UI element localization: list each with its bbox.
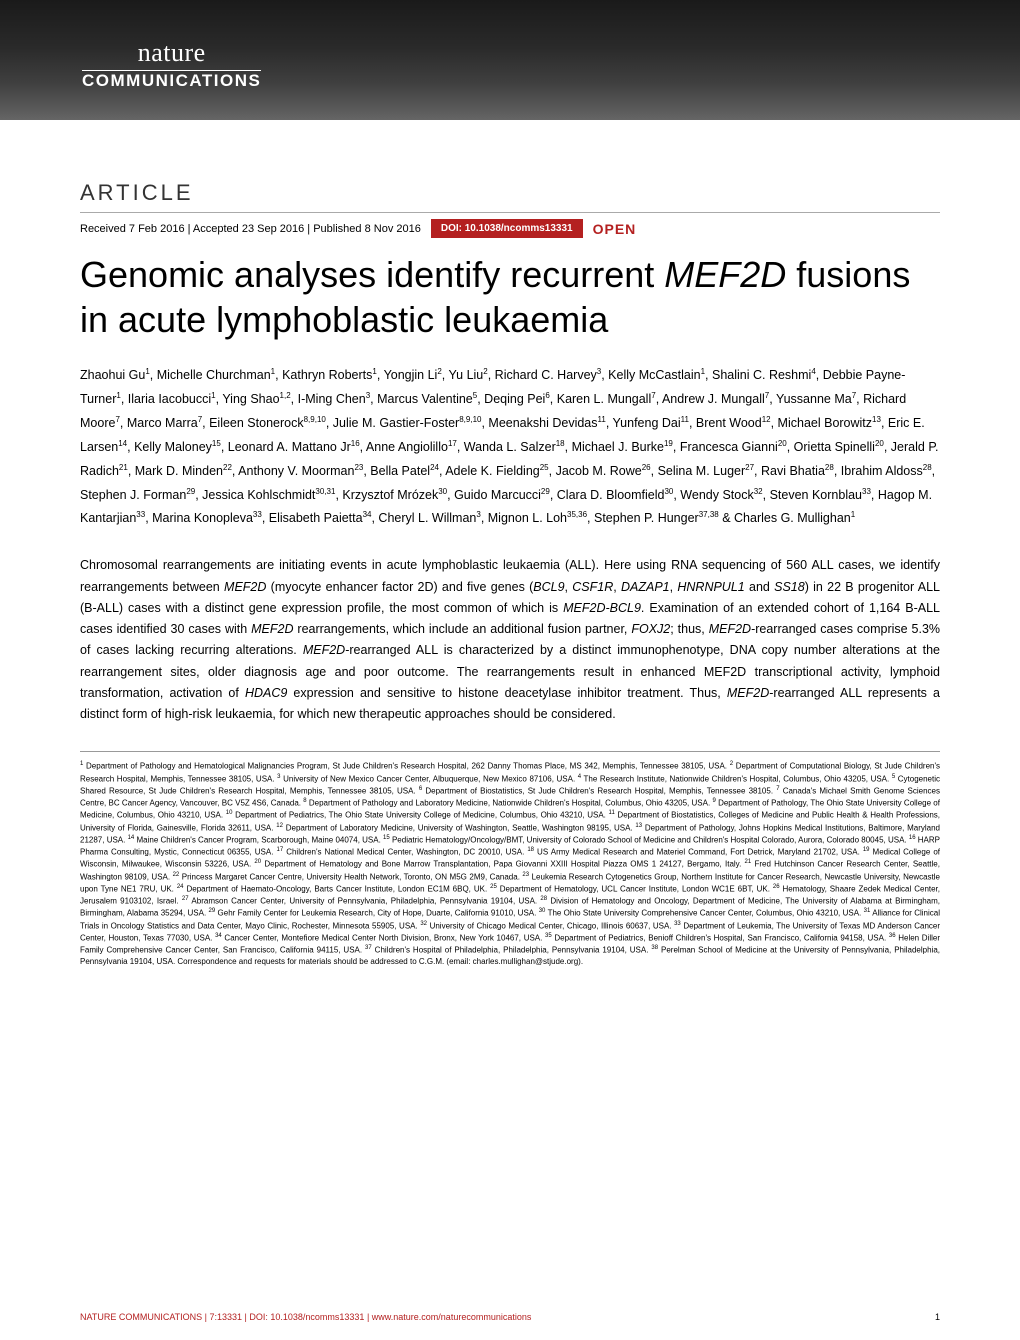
page-number: 1 [935,1312,940,1322]
abstract: Chromosomal rearrangements are initiatin… [80,555,940,725]
title-gene-name: MEF2D [664,254,786,295]
logo-nature: nature [82,38,261,71]
author-affiliations: 1 Department of Pathology and Hematologi… [80,760,940,968]
publication-dates: Received 7 Feb 2016 | Accepted 23 Sep 20… [80,223,421,235]
article-title: Genomic analyses identify recurrent MEF2… [80,252,940,342]
title-text-pre: Genomic analyses identify recurrent [80,254,664,295]
journal-logo: nature COMMUNICATIONS [82,38,261,91]
journal-header-band: nature COMMUNICATIONS [0,0,1020,120]
article-content: ARTICLE Received 7 Feb 2016 | Accepted 2… [0,120,1020,968]
footer-citation: NATURE COMMUNICATIONS | 7:13331 | DOI: 1… [80,1312,531,1322]
open-access-badge: OPEN [593,221,637,237]
article-type-label: ARTICLE [80,180,940,206]
author-list: Zhaohui Gu1, Michelle Churchman1, Kathry… [80,364,940,531]
section-divider [80,751,940,752]
article-meta-row: Received 7 Feb 2016 | Accepted 23 Sep 20… [80,212,940,238]
logo-communications: COMMUNICATIONS [82,71,261,91]
page-footer: NATURE COMMUNICATIONS | 7:13331 | DOI: 1… [80,1312,940,1322]
doi-badge: DOI: 10.1038/ncomms13331 [431,219,583,238]
